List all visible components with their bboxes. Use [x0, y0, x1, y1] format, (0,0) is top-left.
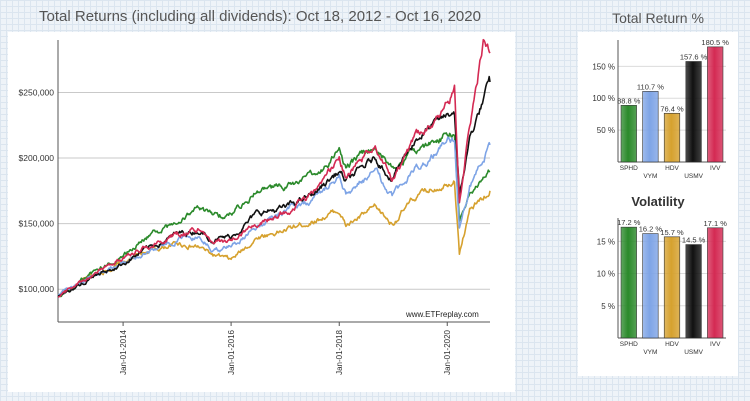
y-tick-label: $150,000 — [19, 219, 55, 229]
returns-category-label: USMV — [684, 173, 703, 180]
returns-category-label: HDV — [665, 165, 679, 172]
returns-y-tick-label: 100 % — [592, 94, 615, 103]
volatility-bar-vym — [642, 233, 659, 339]
watermark: www.ETFreplay.com — [406, 310, 479, 319]
volatility-bar-ivv — [707, 227, 724, 339]
series-line-1 — [57, 132, 491, 298]
returns-category-label: IVV — [710, 165, 721, 172]
returns-value-label: 76.4 % — [660, 104, 684, 113]
volatility-category-label: USMV — [684, 349, 703, 356]
returns-bar-sphd — [620, 105, 637, 163]
volatility-y-tick-label: 5 % — [601, 302, 615, 311]
returns-category-label: VYM — [643, 173, 657, 180]
x-tick-label: Jan-01-2016 — [227, 329, 236, 374]
y-tick-label: $200,000 — [19, 153, 55, 163]
volatility-category-label: VYM — [643, 349, 657, 356]
volatility-bar-sphd — [620, 226, 637, 339]
volatility-value-label: 15.7 % — [660, 228, 684, 237]
volatility-bar-chart: 5 % 10 % 15 % 17.2 % SPHD 16.2 % VYM 15.7 % HDV 1… — [597, 218, 728, 356]
volatility-category-label: SPHD — [620, 341, 638, 348]
y-tick-label: $100,000 — [19, 284, 55, 294]
returns-bar-hdv — [663, 112, 681, 163]
returns-bar-chart: 50 % 100 % 150 % 88.8 % SPHD 110.7 % VYM 76.4 %… — [592, 38, 729, 180]
returns-value-label: 110.7 % — [637, 82, 664, 91]
x-tick-label: Jan-01-2018 — [335, 329, 344, 374]
returns-category-label: SPHD — [620, 165, 638, 172]
volatility-bar-usmv — [685, 244, 702, 339]
line-chart: $100,000 $150,000 $200,000 $250,000 Jan-01-2… — [19, 38, 491, 375]
volatility-chart-title: Volatility — [631, 194, 685, 209]
line-chart-panel: $100,000 $150,000 $200,000 $250,000 Jan-01-2… — [8, 32, 515, 392]
returns-y-tick-label: 50 % — [597, 126, 615, 135]
series-line-3 — [57, 75, 491, 297]
main-chart-title: Total Returns (including all dividends):… — [39, 8, 481, 25]
series-line-4 — [57, 38, 491, 298]
returns-bar-usmv — [685, 61, 702, 163]
volatility-y-tick-label: 15 % — [597, 237, 615, 246]
returns-value-label: 157.6 % — [680, 52, 708, 61]
volatility-category-label: IVV — [710, 341, 721, 348]
returns-bar-panel: 50 % 100 % 150 % 88.8 % SPHD 110.7 % VYM 76.4 %… — [578, 32, 738, 192]
volatility-value-label: 17.2 % — [617, 218, 641, 227]
y-tick-label: $250,000 — [19, 87, 55, 97]
volatility-value-label: 14.5 % — [682, 236, 706, 245]
returns-y-tick-label: 150 % — [592, 62, 615, 71]
volatility-y-tick-label: 10 % — [597, 270, 615, 279]
returns-bar-vym — [642, 91, 659, 163]
returns-value-label: 88.8 % — [617, 96, 641, 105]
returns-value-label: 180.5 % — [701, 38, 729, 47]
returns-bar-ivv — [707, 46, 724, 163]
series-line-0 — [57, 180, 491, 297]
volatility-category-label: HDV — [665, 341, 679, 348]
x-tick-label: Jan-01-2014 — [119, 329, 128, 374]
volatility-bar-panel: Volatility 5 % 10 % 15 % 17.2 % SPHD 16.2 % VY… — [578, 192, 738, 376]
volatility-value-label: 16.2 % — [639, 225, 663, 234]
returns-chart-title: Total Return % — [612, 10, 704, 26]
volatility-value-label: 17.1 % — [704, 219, 728, 228]
volatility-bar-hdv — [663, 236, 681, 339]
x-tick-label: Jan-01-2020 — [443, 329, 452, 374]
